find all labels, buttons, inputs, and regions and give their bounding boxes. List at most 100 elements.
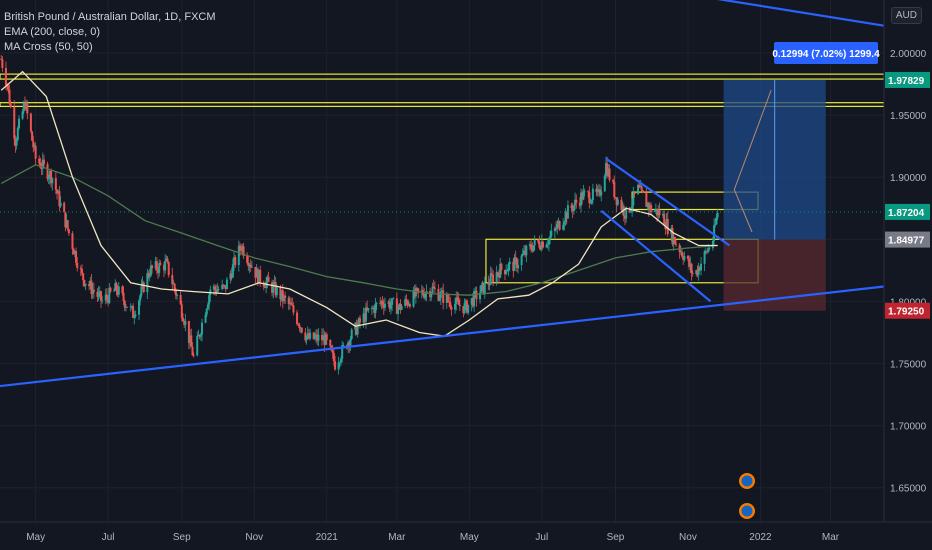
candle [315,329,318,344]
candle [563,220,566,231]
candle-body [54,178,57,190]
candle [124,303,127,312]
candle-body [599,189,602,196]
candle-body [8,89,11,104]
candle-body [141,282,144,287]
candle-body [608,168,611,181]
candle-body [372,307,375,309]
time-tick: May [460,532,479,543]
candle [495,265,498,286]
candle-body [331,350,334,353]
candle-body [162,264,165,271]
candle [325,332,328,345]
event-markers[interactable] [739,473,755,519]
candle-body [675,244,678,245]
candle [0,55,3,61]
candle-body [481,282,484,286]
candle [332,348,335,367]
candle-body [117,286,120,295]
candle [650,202,653,214]
candle-body [650,205,653,212]
candle [59,196,62,209]
candle [284,291,287,304]
candle [180,300,183,322]
candle-body [500,263,503,270]
candle [246,252,249,265]
long-position-tool[interactable]: 0.12994 (7.02%) 1299.4 [723,42,880,311]
candle-body [140,286,143,296]
candle-body [130,306,133,307]
candle [234,254,237,268]
price-tick: 1.75000 [890,360,927,371]
candle-body [666,219,669,235]
candle [367,308,370,313]
candle [349,336,352,351]
candle [116,285,119,298]
candle-body [349,339,352,347]
candle-body [215,289,218,293]
candle [167,261,170,278]
candle [490,267,493,277]
candle [173,282,176,294]
candle [287,295,290,311]
candle-body [454,303,457,310]
candle-body [515,258,518,269]
candle [557,217,560,228]
candle [632,186,635,213]
candle-body [540,241,543,250]
candle [338,361,341,368]
candle-body [159,263,162,265]
candle-body [495,272,498,283]
candle-body [18,118,21,129]
candle-body [66,220,69,230]
candle-body [388,301,391,309]
ema-legend[interactable]: EMA (200, close, 0) [4,26,100,38]
time-tick: Mar [822,532,840,543]
candle-body [225,279,228,290]
candle [564,208,567,226]
candle [713,218,716,245]
price-axis-bg [884,0,932,550]
candle [538,235,541,250]
trendlines-layer[interactable] [0,0,885,388]
candle-body [183,321,186,325]
candle [108,282,111,305]
candle-body [248,264,251,267]
symbol-title[interactable]: British Pound / Australian Dollar, 1D, F… [4,11,216,23]
candle-body [574,199,577,206]
candle-body [181,317,184,322]
ma-cross-legend[interactable]: MA Cross (50, 50) [4,41,93,53]
currency-button[interactable]: AUD [890,7,922,24]
candle [208,292,211,311]
candle-body [167,261,170,276]
candle [96,288,99,303]
candle-body [531,248,534,251]
candle-body [658,209,661,216]
candle-body [288,302,291,305]
candle-body [82,273,85,281]
candle-body [357,318,360,326]
candle-body [622,206,625,217]
candle-body [296,312,299,324]
candle-body [711,240,714,249]
candle [604,156,607,179]
candle [254,266,257,284]
candle [487,275,490,291]
candle-body [109,287,112,292]
indicators-layer [0,70,718,337]
candle-body [262,282,265,287]
candle [191,341,194,356]
candle [322,328,325,341]
candle-body [234,257,237,266]
candle-body [404,299,407,307]
price-axis[interactable]: 2.000001.950001.900001.850001.800001.750… [883,0,932,550]
time-axis[interactable]: May Jul Sep Nov 2021 Mar May Jul Sep Nov 2022 Mar [0,521,932,550]
candle-body [682,256,685,260]
candle-body [375,302,378,304]
candle [300,327,303,334]
candle-body [174,289,177,296]
candle [233,251,236,272]
candle [255,263,258,278]
candle-body [381,301,384,305]
